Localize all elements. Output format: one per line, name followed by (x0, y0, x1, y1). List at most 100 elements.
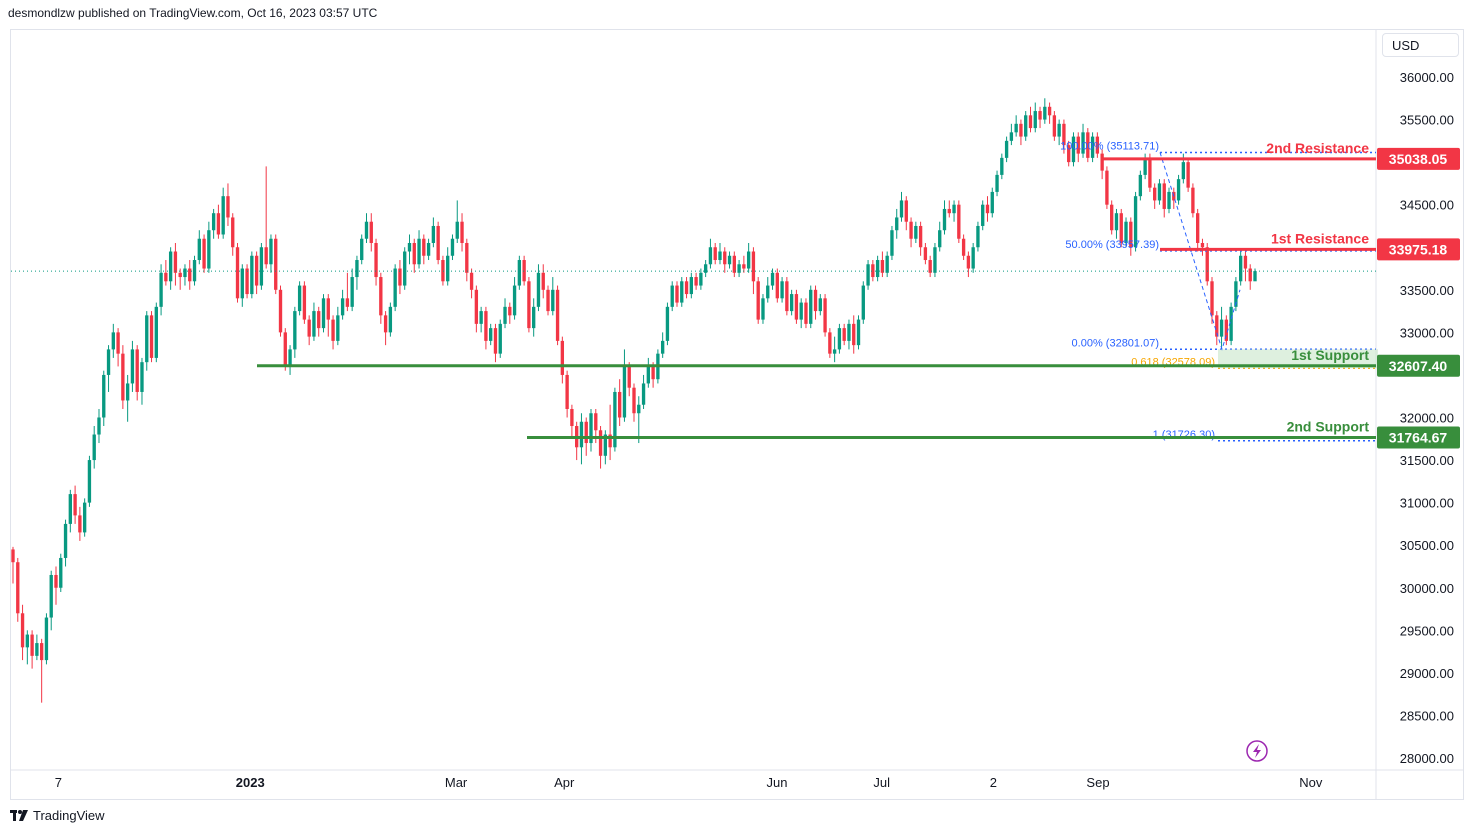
candle (1019, 119, 1023, 146)
candle (130, 340, 135, 392)
candle (173, 242, 178, 286)
candle (746, 242, 751, 273)
level-price-badge-value: 32607.40 (1389, 358, 1448, 374)
candle (995, 170, 999, 197)
candle (1086, 128, 1090, 163)
candle (546, 285, 550, 316)
candle (608, 404, 612, 461)
candle (1157, 179, 1162, 205)
candle-body (727, 255, 732, 265)
level-price-badge[interactable]: 31764.67 (1377, 426, 1460, 449)
candle (441, 255, 445, 286)
candle-body (971, 247, 975, 269)
candle-body (703, 264, 708, 273)
candle-body (1004, 140, 1009, 158)
candle-body (823, 298, 827, 333)
candle (756, 277, 760, 324)
candle (732, 251, 736, 278)
candle (97, 408, 101, 444)
candle (880, 251, 885, 278)
price-axis[interactable]: 36000.00 35500.00 34500.00 33500.00 33000.00… (1400, 70, 1454, 766)
candle-body (159, 272, 163, 307)
time-tick-label: Sep (1086, 775, 1109, 790)
candle (82, 498, 87, 537)
candle (799, 298, 803, 329)
candle (689, 272, 693, 299)
candle-body (875, 260, 880, 278)
level-price-badge[interactable]: 33975.18 (1377, 238, 1460, 261)
candle (966, 251, 971, 278)
candle-body (1196, 213, 1200, 243)
candle (570, 404, 574, 439)
price-tick-label: 36000.00 (1400, 70, 1454, 85)
candle (183, 264, 187, 286)
candle-body (1253, 271, 1257, 282)
candle-body (818, 298, 822, 312)
level-price-badge-value: 33975.18 (1389, 241, 1448, 257)
candle-body (1119, 213, 1123, 243)
candle-body (87, 460, 92, 503)
candle (723, 247, 727, 273)
currency-selector[interactable]: USD (1382, 33, 1459, 57)
candle (245, 264, 249, 299)
candle (1224, 315, 1229, 346)
candle (512, 277, 517, 320)
candle-body (340, 298, 345, 316)
candle (192, 255, 197, 286)
candle (216, 204, 221, 239)
candle (866, 260, 870, 290)
candle-body (1038, 111, 1042, 120)
time-tick-label: Jun (767, 775, 788, 790)
candle (78, 506, 82, 541)
candle-body (1028, 115, 1033, 129)
candle (856, 315, 861, 350)
level-title: 1st Support (1291, 347, 1369, 363)
level-price-badge[interactable]: 32607.40 (1377, 354, 1460, 377)
time-axis[interactable]: 7 2023 Mar Apr Jun Jul 2 Sep Nov (55, 775, 1323, 790)
footer-brand[interactable]: TradingView (10, 808, 105, 823)
chart-frame (10, 29, 1464, 800)
candle-body (976, 225, 980, 248)
candle-body (546, 289, 550, 312)
candle (847, 319, 851, 350)
candle (178, 268, 182, 290)
candle-body (680, 281, 684, 303)
candle-body (899, 200, 904, 218)
candle (1133, 191, 1138, 252)
candle (231, 213, 235, 256)
candle-body (861, 285, 865, 320)
candle-body (403, 251, 407, 286)
candle-body (914, 225, 918, 239)
candle (536, 264, 541, 312)
lightning-icon[interactable] (1246, 740, 1268, 762)
candle (1038, 106, 1042, 129)
candle (660, 332, 665, 358)
candle (532, 298, 536, 337)
candle (976, 221, 980, 252)
candle-body (1181, 162, 1186, 180)
candle-body (484, 311, 488, 341)
candle-body (469, 272, 474, 290)
candle-body (1090, 136, 1095, 158)
level-price-badge[interactable]: 35038.05 (1377, 147, 1460, 170)
candle-body (866, 264, 870, 286)
price-tick-label: 30000.00 (1400, 581, 1454, 596)
candle (326, 294, 330, 337)
candle (794, 289, 799, 324)
candle (1009, 123, 1014, 146)
candle-body (1086, 132, 1090, 158)
candle-body (250, 255, 254, 295)
candle-body (670, 285, 674, 307)
candle-body (732, 255, 736, 273)
candle (852, 315, 856, 354)
candle-body (102, 374, 106, 418)
candle-body (1062, 123, 1066, 146)
price-tick-label: 28500.00 (1400, 708, 1454, 723)
candle-body (188, 268, 192, 282)
candle-body (307, 319, 311, 337)
candle-body (259, 247, 264, 286)
candle (106, 345, 111, 392)
candle-body (723, 251, 727, 265)
candle (364, 213, 369, 243)
